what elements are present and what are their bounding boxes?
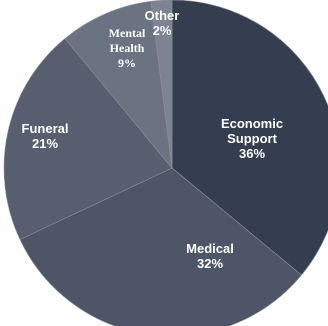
pie-slice-medical xyxy=(19,167,302,326)
pie-slice-funeral xyxy=(3,38,173,240)
slice-label-mental-health: Mental Health 9% xyxy=(109,26,146,70)
pie-slice-mental-health xyxy=(64,0,173,169)
pie-slice-other xyxy=(150,0,173,169)
slice-label-funeral: Funeral 21% xyxy=(22,121,69,151)
slice-label-economic-support: Economic Support 36% xyxy=(221,116,283,161)
pie-slice-economic-support xyxy=(171,0,328,276)
slice-label-other: Other 2% xyxy=(145,8,180,38)
slice-label-medical: Medical 32% xyxy=(186,241,234,271)
